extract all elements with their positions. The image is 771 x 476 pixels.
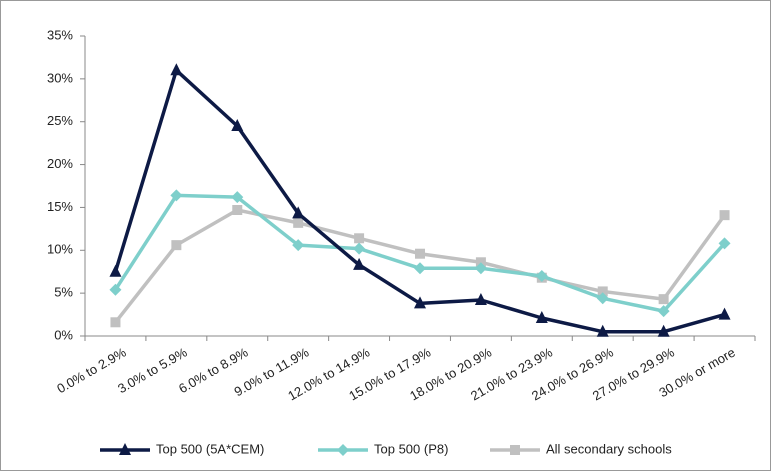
data-point — [474, 293, 487, 305]
legend-marker — [337, 444, 349, 456]
data-point — [232, 205, 243, 215]
data-point — [657, 324, 670, 337]
data-point — [354, 233, 365, 244]
data-point — [231, 191, 244, 204]
y-tick-label: 5% — [54, 285, 73, 300]
data-point — [353, 242, 366, 255]
data-point — [171, 240, 182, 251]
data-point — [718, 237, 731, 250]
data-point — [597, 286, 608, 297]
y-tick-label: 35% — [47, 27, 73, 42]
data-point — [353, 257, 366, 270]
legend-label: Top 500 (5A*CEM) — [156, 441, 264, 456]
data-point — [414, 296, 426, 309]
data-point — [718, 307, 731, 320]
data-point — [110, 317, 121, 328]
y-tick-label: 20% — [47, 156, 73, 171]
legend-marker — [510, 445, 520, 455]
data-point — [474, 262, 487, 275]
data-point — [658, 294, 669, 305]
y-tick-label: 25% — [47, 113, 73, 128]
data-point — [535, 270, 548, 282]
data-point — [293, 217, 304, 228]
data-point — [109, 283, 122, 296]
data-point — [414, 262, 426, 275]
y-tick-label: 10% — [47, 242, 73, 257]
data-point — [170, 63, 183, 76]
y-tick-label: 30% — [47, 70, 73, 85]
data-point — [109, 264, 122, 277]
data-point — [231, 119, 244, 131]
y-tick-label: 0% — [54, 327, 73, 342]
data-point — [596, 324, 609, 337]
data-point — [535, 311, 548, 323]
data-point — [719, 210, 730, 221]
data-point — [657, 305, 670, 318]
data-point — [170, 189, 183, 202]
y-tick-label: 15% — [47, 199, 73, 214]
legend-label: Top 500 (P8) — [374, 441, 448, 456]
data-point — [415, 248, 425, 259]
legend-label: All secondary schools — [546, 441, 672, 456]
data-point — [292, 239, 305, 252]
data-point — [292, 206, 305, 219]
legend-marker — [119, 443, 131, 455]
data-point — [596, 292, 609, 305]
